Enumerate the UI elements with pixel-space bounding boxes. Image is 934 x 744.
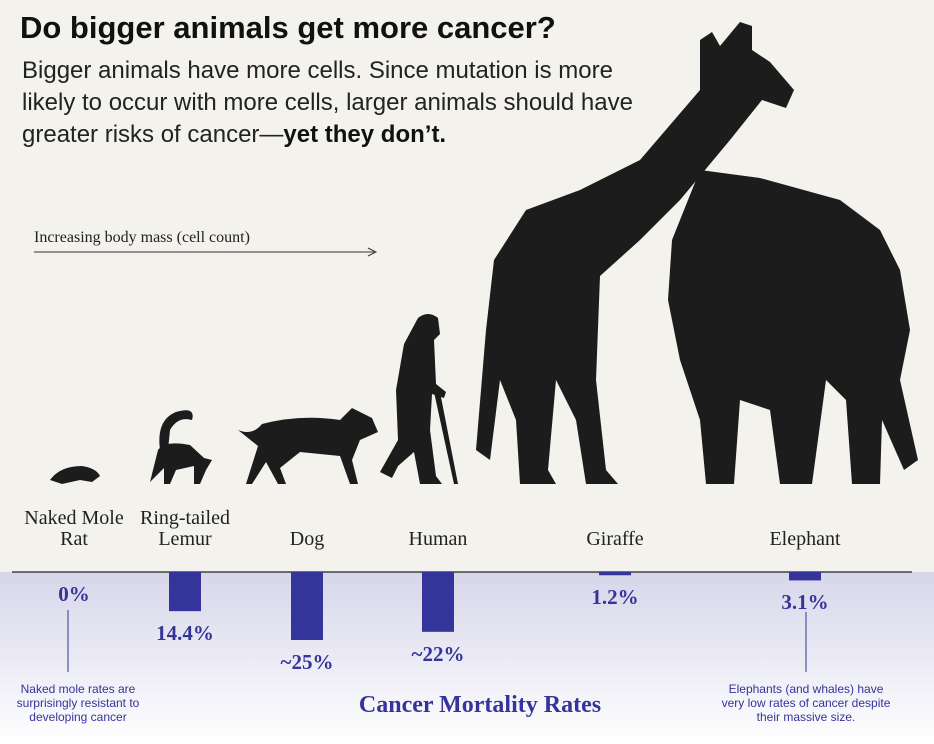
bar <box>291 572 323 640</box>
bar <box>422 572 454 632</box>
value-label: 14.4% <box>156 621 214 646</box>
elephant <box>668 170 918 484</box>
category-label: Human <box>408 528 468 550</box>
category-label: Dog <box>289 528 325 550</box>
value-label: 0% <box>58 582 90 606</box>
value-label: ~22% <box>411 641 465 666</box>
silhouettes <box>50 22 918 484</box>
value-label: 1.2% <box>591 585 639 610</box>
category-label: Elephant <box>769 528 841 550</box>
annotation: Naked mole rates are surprisingly resist… <box>16 682 140 724</box>
arrow-head <box>367 247 378 257</box>
category-label: Ring-tailed Lemur <box>140 507 230 550</box>
category-label: Giraffe <box>586 528 644 550</box>
bar <box>789 572 821 581</box>
axis-title: Cancer Mortality Rates <box>358 692 602 718</box>
chart-band <box>0 572 934 744</box>
dog <box>238 408 378 484</box>
bar <box>169 572 201 612</box>
cane <box>434 392 458 484</box>
mole-rat <box>50 466 100 484</box>
subtitle-emphasis: yet they don’t. <box>283 121 447 148</box>
human <box>380 314 446 484</box>
value-label: ~25% <box>280 650 334 674</box>
annotation: Elephants (and whales) have very low rat… <box>721 682 891 724</box>
giraffe <box>476 22 794 484</box>
bar <box>599 572 631 576</box>
subtitle: Bigger animals have more cells. Since mu… <box>22 57 633 148</box>
chart-title: Do bigger animals get more cancer? <box>20 10 556 45</box>
category-label: Naked Mole Rat <box>24 507 124 550</box>
value-label: 3.1% <box>781 590 829 615</box>
arrow-label: Increasing body mass (cell count) <box>34 229 250 246</box>
lemur <box>150 410 212 484</box>
